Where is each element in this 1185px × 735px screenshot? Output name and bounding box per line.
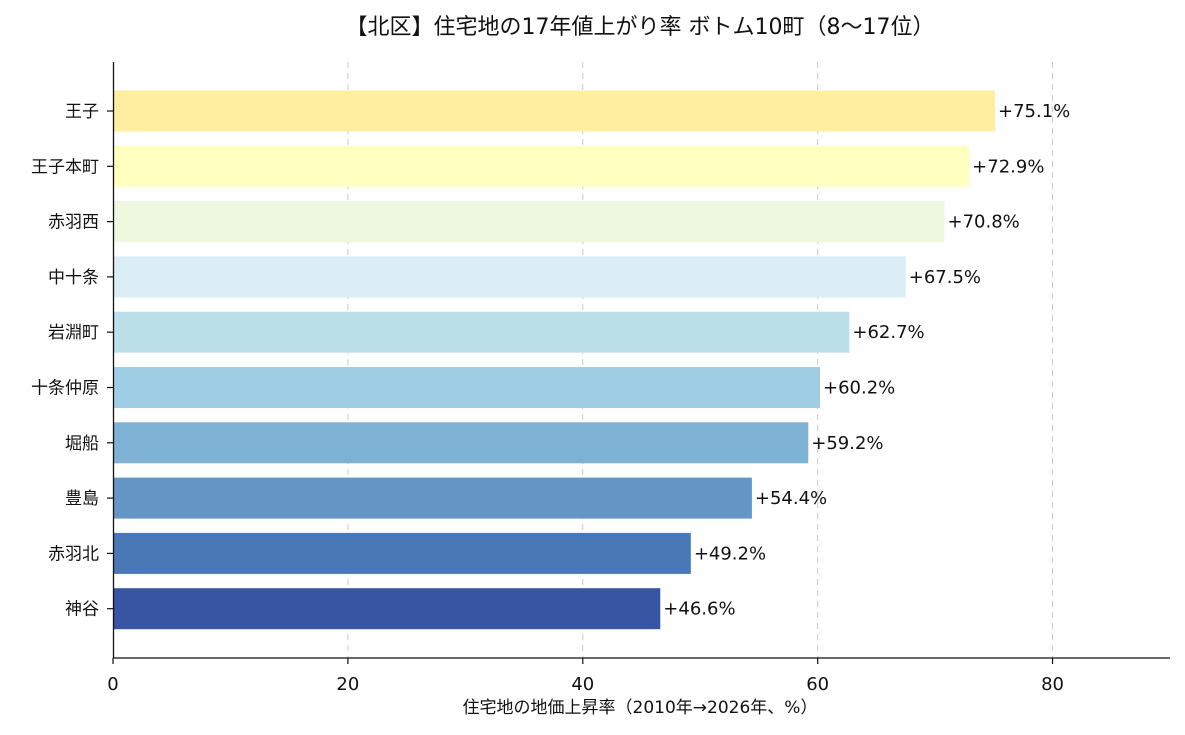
y-tick-label: 十条仲原 [31, 379, 99, 399]
data-label: +49.2% [694, 543, 766, 564]
bar [114, 145, 970, 187]
x-tick-label: 20 [336, 674, 359, 695]
x-tick-label: 0 [107, 674, 118, 695]
bar [114, 367, 821, 408]
bars [114, 90, 996, 630]
data-label: +70.8% [948, 212, 1020, 233]
x-tick-labels: 0 20 40 60 80 [107, 658, 1064, 695]
data-label: +60.2% [823, 378, 895, 399]
y-tick-label: 赤羽西 [48, 213, 99, 233]
y-tick-label: 豊島 [65, 489, 99, 509]
bar [114, 90, 996, 132]
y-tick-label: 王子 [65, 102, 99, 122]
y-tick-label: 中十条 [48, 268, 99, 288]
chart-title: 【北区】住宅地の17年値上がり率 ボトム10町（8〜17位） [346, 15, 935, 40]
data-label: +54.4% [755, 488, 827, 509]
bar [114, 311, 850, 353]
x-tick-label: 40 [571, 674, 594, 695]
data-label: +59.2% [811, 433, 883, 454]
data-labels: +75.1% +72.9% +70.8% +67.5% +62.7% +60.2% +59.… [663, 101, 1070, 620]
data-label: +75.1% [998, 101, 1070, 122]
bar [114, 201, 945, 243]
data-label: +62.7% [852, 322, 924, 343]
data-label: +67.5% [909, 267, 981, 288]
data-label: +72.9% [972, 156, 1044, 177]
bar [114, 588, 661, 630]
x-tick-label: 80 [1041, 674, 1064, 695]
y-tick-label: 赤羽北 [48, 544, 99, 564]
bar [114, 532, 691, 574]
x-axis-title: 住宅地の地価上昇率（2010年→2026年、%） [463, 698, 818, 718]
bar [114, 256, 906, 298]
y-tick-label: 岩淵町 [48, 323, 99, 343]
y-tick-label: 王子本町 [31, 157, 99, 177]
bar [114, 422, 809, 464]
y-tick-label: 堀船 [65, 434, 99, 454]
data-label: +46.6% [663, 599, 735, 620]
y-tick-label: 神谷 [65, 600, 99, 620]
bar [114, 477, 752, 519]
x-tick-label: 60 [806, 674, 829, 695]
